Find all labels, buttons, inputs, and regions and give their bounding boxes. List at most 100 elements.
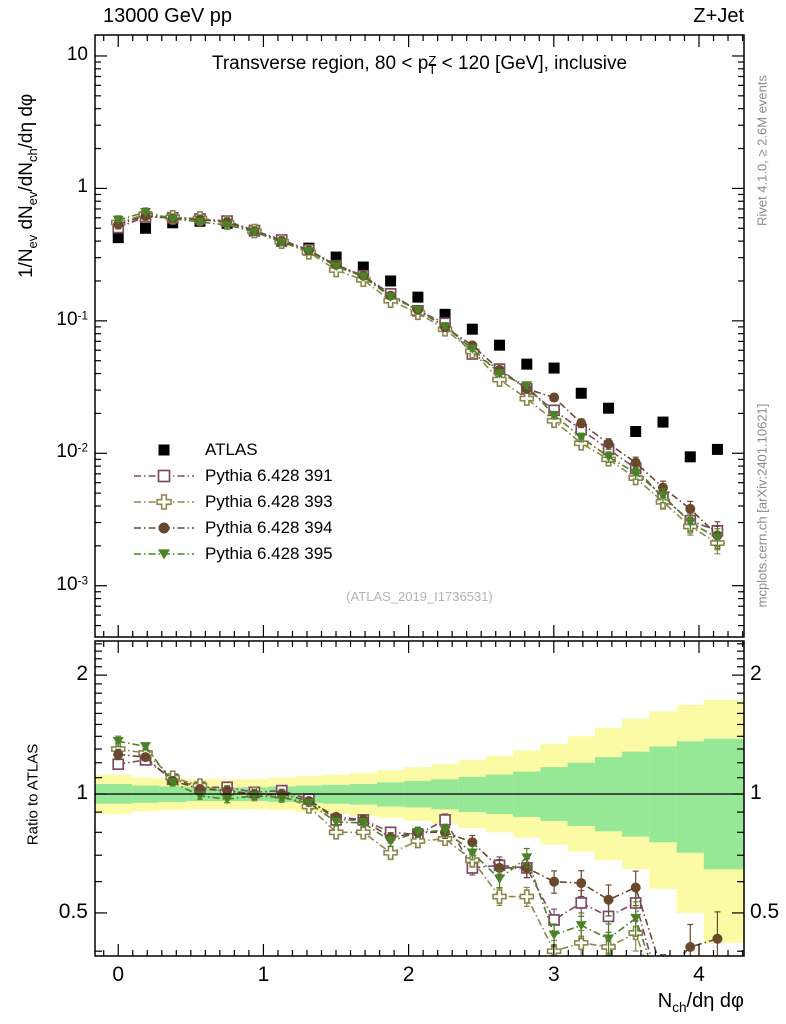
tick-label-y-ratio-left-1: 1 <box>76 781 88 805</box>
marker-square <box>330 251 342 263</box>
marker-square <box>521 358 533 370</box>
tick-label-y-ratio-left-2: 2 <box>76 662 88 686</box>
marker-square <box>603 402 615 414</box>
marker-triangle-down <box>575 921 587 931</box>
marker-triangle-down <box>630 468 642 478</box>
marker-triangle-down <box>248 227 260 237</box>
marker-square <box>630 426 642 438</box>
marker-triangle-down <box>521 381 533 391</box>
marker-open-square <box>112 758 125 771</box>
marker-square <box>158 444 170 456</box>
ratio-uncertainty-bands <box>95 699 744 943</box>
tick-label-y-main-10-2: 10-2 <box>56 441 88 463</box>
marker-circle <box>158 522 170 534</box>
marker-triangle-down <box>357 818 369 828</box>
tick-label-y-main-1: 1 <box>77 176 88 198</box>
marker-open-cross <box>519 391 535 406</box>
marker-triangle-down <box>167 778 179 788</box>
tick-label-x-2: 2 <box>402 963 415 986</box>
tick-label-y-ratio-left-0.5: 0.5 <box>58 899 88 923</box>
marker-triangle-down <box>493 369 505 379</box>
marker-triangle-down <box>439 825 451 836</box>
ratio-panel-frame <box>94 640 745 957</box>
marker-circle <box>113 749 124 760</box>
marker-triangle-down <box>330 817 342 827</box>
band-green-data-uncertainty <box>703 738 744 870</box>
legend-marker-square-icon <box>132 439 196 461</box>
tick-label-y-main-10-1: 10-1 <box>56 308 88 330</box>
ratio-panel-series <box>110 735 723 979</box>
marker-square <box>385 275 397 287</box>
legend-item-atlas: ATLAS <box>132 437 333 463</box>
marker-circle <box>603 894 614 905</box>
marker-circle <box>222 785 233 796</box>
marker-open-cross <box>492 372 507 387</box>
marker-triangle-down <box>303 798 315 808</box>
legend-item-label: Pythia 6.428 395 <box>205 544 333 563</box>
marker-triangle-down <box>167 214 179 224</box>
marker-open-cross <box>410 833 426 849</box>
legend-marker-square-icon <box>132 465 196 487</box>
legend-marker-circle-icon <box>132 517 196 539</box>
marker-triangle-down <box>385 292 397 302</box>
marker-triangle-down <box>548 410 560 421</box>
marker-triangle-down <box>194 217 206 227</box>
header-beam-energy: 13000 GeV pp <box>103 5 232 27</box>
credit-mcplots-arxiv: mcplots.cern.ch [arXiv:2401.10621] <box>754 403 770 608</box>
marker-open-cross <box>328 825 344 840</box>
marker-triangle-down <box>385 836 397 847</box>
marker-triangle-down <box>439 322 451 332</box>
marker-triangle-down <box>603 452 615 462</box>
marker-square <box>412 291 424 303</box>
marker-triangle-down <box>221 220 233 231</box>
legend-item-label: ATLAS <box>205 440 258 459</box>
marker-open-cross <box>492 889 507 904</box>
marker-triangle-down <box>575 433 587 443</box>
marker-open-cross <box>383 845 398 861</box>
marker-circle <box>140 752 151 763</box>
marker-square <box>711 443 723 455</box>
tick-label-x-1: 1 <box>257 963 270 986</box>
marker-triangle-down <box>221 794 233 805</box>
marker-circle <box>194 783 205 794</box>
marker-triangle-down <box>684 518 696 528</box>
marker-triangle-down <box>548 930 560 940</box>
marker-triangle-down <box>357 272 369 282</box>
tick-label-y-main-10: 10 <box>66 43 88 65</box>
marker-open-cross <box>573 435 589 451</box>
marker-open-cross <box>356 825 371 840</box>
marker-triangle-down <box>466 848 478 858</box>
main-panel-series <box>110 207 725 555</box>
marker-square <box>684 451 696 463</box>
marker-square <box>548 362 560 374</box>
marker-triangle-down <box>158 549 170 560</box>
marker-square <box>466 323 478 335</box>
marker-square <box>493 339 505 351</box>
watermark-analysis-id: (ATLAS_2019_I1736531) <box>346 589 493 604</box>
legend-item-label: Pythia 6.428 394 <box>205 518 333 537</box>
marker-triangle-down <box>466 344 478 354</box>
legend-item-py394: Pythia 6.428 394 <box>132 515 333 541</box>
marker-triangle-down <box>493 874 505 884</box>
legend-item-label: Pythia 6.428 391 <box>205 466 333 485</box>
marker-triangle-down <box>412 305 424 315</box>
marker-square <box>357 261 369 273</box>
marker-circle <box>549 392 560 403</box>
marker-circle <box>658 969 668 979</box>
marker-triangle-down <box>630 913 642 924</box>
marker-open-cross <box>156 494 172 510</box>
header-process: Z+Jet <box>693 5 744 27</box>
marker-triangle-down <box>276 793 288 803</box>
marker-square <box>575 387 587 399</box>
band-green-data-uncertainty <box>676 741 704 853</box>
marker-circle <box>657 482 668 493</box>
marker-circle <box>685 941 696 952</box>
tick-label-x-3: 3 <box>547 963 560 986</box>
legend-marker-cross-icon <box>132 491 196 513</box>
marker-square <box>657 416 669 428</box>
tick-label-x-4: 4 <box>693 963 705 986</box>
marker-circle <box>576 418 587 429</box>
